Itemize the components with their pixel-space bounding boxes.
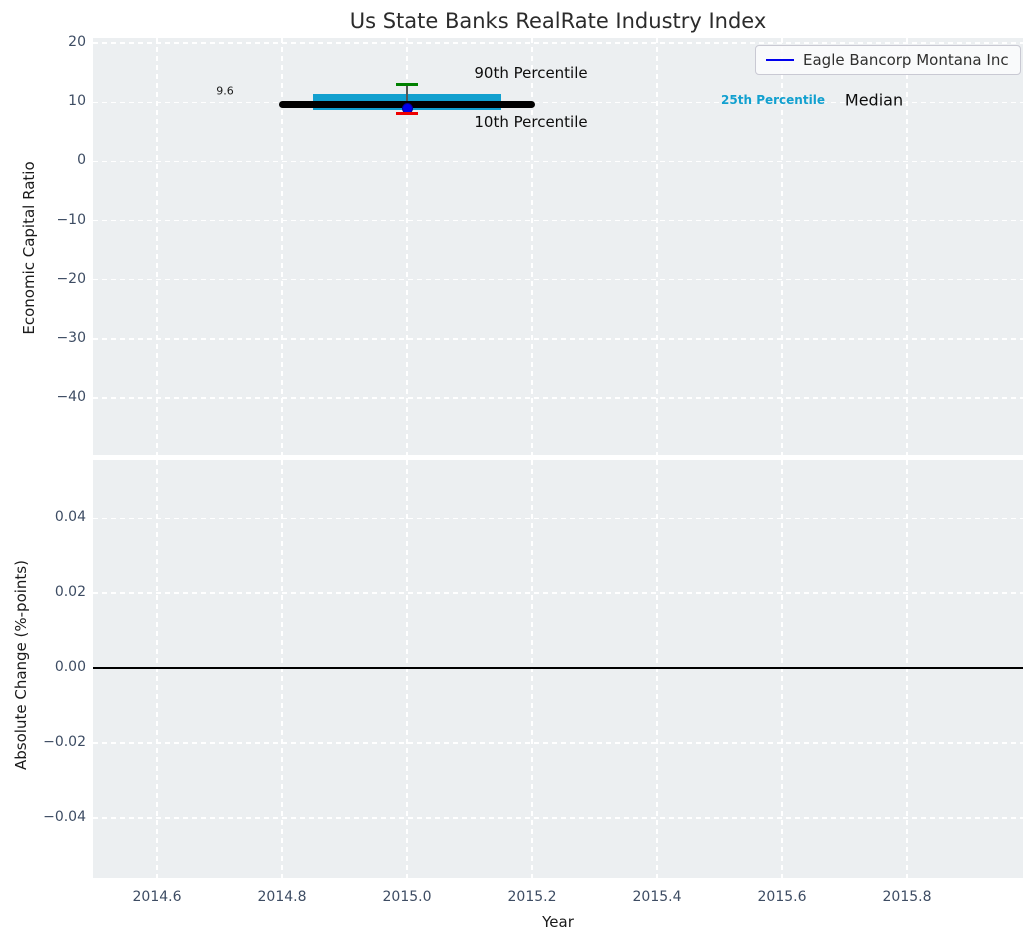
x-tick-label: 2015.4 (632, 889, 682, 905)
cap-90th-percentile (395, 82, 419, 87)
y-tick-label: −10 (56, 211, 86, 228)
gridline-vertical (406, 38, 408, 455)
gridline-horizontal (93, 42, 1023, 44)
x-axis-label: Year (542, 913, 574, 931)
legend-label: Eagle Bancorp Montana Inc (803, 51, 1009, 69)
y-tick-label: 10 (68, 93, 86, 110)
x-tick-label: 2015.2 (507, 889, 557, 905)
gridline-horizontal (93, 592, 1023, 594)
top-y-axis-label: Economic Capital Ratio (20, 161, 38, 335)
gridline-horizontal (93, 742, 1023, 744)
chart-title: Us State Banks RealRate Industry Index (349, 9, 767, 33)
top-plot-area: 90th Percentile 10th Percentile 25th Per… (93, 38, 1023, 455)
annotation-median: Median (844, 90, 904, 110)
y-tick-label: −20 (56, 270, 86, 287)
y-tick-label: −30 (56, 329, 86, 346)
x-tick-label: 2014.6 (132, 889, 182, 905)
gridline-horizontal (93, 219, 1023, 222)
gridline-vertical (906, 38, 908, 455)
gridline-horizontal (93, 338, 1023, 340)
y-tick-label: −40 (56, 389, 86, 406)
gridline-horizontal (93, 517, 1023, 519)
y-tick-label: 0 (77, 152, 86, 169)
x-tick-label: 2015.8 (882, 889, 932, 905)
gridline-horizontal (93, 279, 1023, 281)
gridline-horizontal (93, 101, 1023, 103)
x-tick-label: 2015.0 (382, 889, 432, 905)
cap-10th-percentile (395, 111, 419, 116)
y-tick-label: 20 (68, 34, 86, 51)
x-tick-label: 2015.6 (757, 889, 807, 905)
x-tick-label: 2014.8 (257, 889, 307, 905)
legend: Eagle Bancorp Montana Inc (755, 45, 1021, 75)
gridline-horizontal (93, 160, 1023, 163)
zero-reference-line (93, 667, 1023, 670)
y-tick-label: −0.04 (43, 809, 86, 826)
gridline-vertical (156, 38, 158, 455)
gridline-vertical (656, 38, 658, 455)
y-tick-label: 0.04 (54, 509, 86, 526)
annotation-90th-percentile: 90th Percentile (474, 64, 588, 82)
gridline-vertical (531, 38, 533, 455)
annotation-25th-percentile: 25th Percentile (721, 93, 825, 107)
whisker-line (406, 84, 408, 105)
bottom-y-axis-label: Absolute Change (%-points) (12, 560, 30, 770)
bottom-plot-area (93, 460, 1023, 878)
median-value-label: 9.6 (216, 84, 234, 98)
annotation-10th-percentile: 10th Percentile (474, 113, 588, 131)
gridline-vertical (781, 38, 783, 455)
gridline-vertical (281, 38, 283, 455)
gridline-horizontal (93, 397, 1023, 399)
legend-line-swatch (766, 58, 794, 62)
gridline-horizontal (93, 817, 1023, 819)
